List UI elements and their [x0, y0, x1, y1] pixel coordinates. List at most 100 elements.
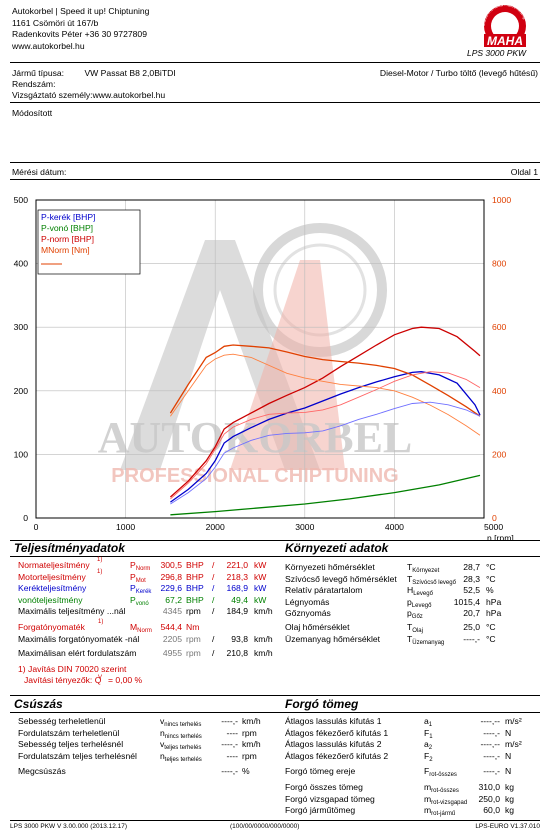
inertia-title: Forgó tömeg [285, 697, 359, 711]
perf-note: 1) [97, 568, 103, 575]
inertia-unit: N [505, 766, 512, 776]
slip-label: Sebesség terheletlenül [18, 716, 106, 726]
env-unit: °C [486, 622, 496, 632]
env-label: Üzemanyag hőmérséklet [285, 633, 381, 644]
inertia-value: ----,- [483, 750, 500, 761]
performance-title: Teljesítményadatok [14, 541, 125, 555]
perf-u1: rpm [186, 606, 201, 616]
symbol-sub: Üzemanyag [412, 639, 445, 646]
series-line-0 [170, 371, 481, 503]
maxspeed-speed-unit: km/h [254, 648, 273, 658]
perf-v2: 221,0 [226, 560, 248, 570]
torque-value: 544,4 [160, 622, 182, 632]
chart-legend: P-kerék [BHP] P-vonó [BHP] P-norm [BHP] … [37, 209, 141, 275]
slip-value: ---- [226, 727, 238, 738]
symbol-letter: T [407, 562, 413, 572]
symbol-sub: nincs terhelés [164, 722, 202, 728]
symbol-letter: T [407, 573, 413, 584]
symbol: F2 [424, 751, 433, 763]
symbol-letter: T [407, 633, 413, 644]
symbol-letter: H [407, 585, 414, 595]
inertia-label: Forgó járműtömeg [285, 805, 356, 815]
perf-u2: kW [254, 594, 267, 605]
env-unit: °C [486, 562, 496, 572]
perf-u2: kW [254, 560, 267, 570]
perf-sep: / [212, 583, 215, 593]
symbol-sub: rot-jármű [431, 811, 456, 817]
symbol: vteljes terhelés [160, 739, 201, 751]
environment-title: Környezeti adatok [285, 541, 389, 555]
perf-v1: 4345 [162, 606, 182, 616]
slip-value: ----,- [221, 766, 238, 776]
page-number: Oldal 1 [510, 167, 538, 177]
symbol: a1 [424, 716, 432, 728]
legend-mnorm: MNorm [Nm] [41, 245, 90, 255]
env-unit: hPa [486, 596, 502, 607]
env-value: 20,7 [463, 608, 480, 618]
symbol-letter: n [160, 727, 165, 738]
symbol-sub: vonó [135, 600, 149, 607]
maxtorque-speed-unit: km/h [254, 633, 273, 644]
slip-unit: rpm [242, 727, 257, 738]
tester-label: Vizsgáztató személy: [12, 90, 93, 100]
perf-u1: BHP [186, 571, 204, 582]
symbol-sub: Mot [135, 577, 146, 584]
torque-note: 1) [98, 619, 104, 625]
perf-v2: 168,9 [226, 583, 248, 593]
perf-label: Normateljesítmény [18, 560, 90, 570]
company-line: Autokorbel | Speed it up! Chiptuning [12, 6, 150, 16]
perf-u2: kW [254, 571, 267, 582]
symbol-sub: Szívócső levegő [412, 579, 456, 586]
symbol: pGőz [407, 608, 423, 620]
y-tick-label-right: 200 [492, 449, 507, 459]
x-axis-label: n [rpm] [487, 533, 514, 540]
symbol-sub: 1 [429, 733, 433, 740]
slip-unit: km/h [242, 739, 261, 749]
company-line: 1161 Csömöri út 167/b [12, 17, 99, 28]
maxtorque-label: Maximális forgatónyomaték -nál [18, 633, 140, 644]
torque-label: Forgatónyomaték [18, 622, 85, 632]
symbol-letter: p [407, 596, 412, 607]
symbol: TOlaj [407, 622, 423, 634]
perf-sep: / [212, 606, 215, 616]
perf-v1: 67,2 [165, 594, 182, 605]
tester-value: www.autokorbel.hu [92, 90, 166, 100]
series-line-1 [170, 474, 481, 516]
symbol-sub: nincs terhelés [164, 733, 202, 740]
maxtorque-rpm: 2205 [162, 633, 182, 644]
perf-label: Motorteljesítmény [18, 571, 86, 582]
perf-label: Kerékteljesítmény [18, 583, 87, 593]
inertia-label: Forgó összes tömeg [285, 782, 363, 792]
maxspeed-sep: / [212, 648, 215, 658]
env-value: 1015,4 [453, 596, 480, 607]
correction-label: Javítási tényezők: Q [24, 675, 102, 685]
correction-value: = 0,00 % [108, 675, 143, 685]
symbol-sub: Levegő [413, 591, 433, 597]
maxtorque-speed: 93,8 [231, 633, 248, 644]
y-tick-label-right: 400 [492, 386, 507, 396]
legend-pnorm: P-norm [BHP] [41, 234, 94, 244]
symbol-letter: P [130, 583, 136, 593]
symbol-letter: F [424, 727, 430, 738]
symbol-letter: n [160, 750, 165, 761]
symbol-sub: Olaj [412, 628, 423, 634]
x-tick-label: 0 [34, 522, 39, 532]
slip-unit: rpm [242, 750, 257, 761]
footer-center: (100/00/0000/000/0000) [230, 823, 300, 830]
footer-right: LPS-EURO V1.37.010 [475, 823, 540, 830]
inertia-value: 60,0 [483, 805, 500, 815]
maxtorque-sep: / [212, 633, 215, 644]
inertia-value: 310,0 [478, 782, 500, 792]
symbol-sub: 2 [428, 745, 433, 751]
symbol: F1 [424, 728, 433, 740]
torque-unit: Nm [186, 622, 200, 632]
inertia-label: Forgó tömeg ereje [285, 766, 356, 776]
x-tick-label: 4000 [385, 522, 404, 532]
symbol-sub: Norm [135, 566, 151, 572]
symbol-letter: T [407, 622, 413, 632]
perf-sep: / [212, 571, 215, 582]
slip-value: ---- [226, 750, 238, 761]
symbol-sub: Környezet [412, 568, 440, 574]
symbol: vnincs terhelés [160, 716, 201, 728]
x-tick-label: 1000 [116, 522, 135, 532]
